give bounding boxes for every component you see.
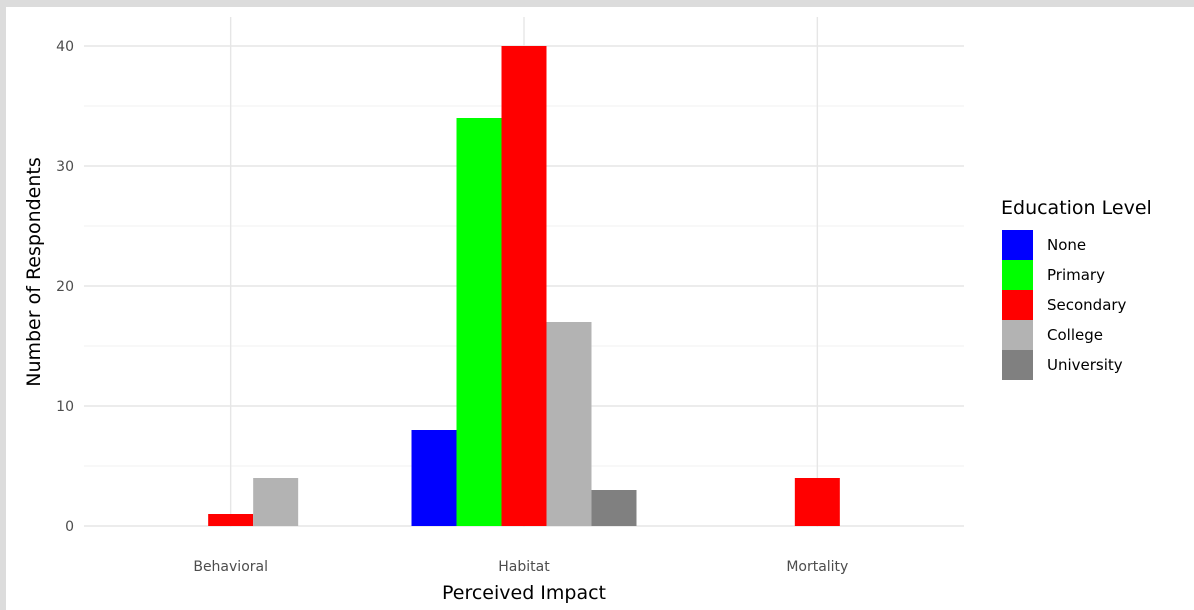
legend-label-college: College bbox=[1047, 326, 1103, 344]
bar-secondary-habitat bbox=[501, 46, 547, 526]
chart-frame: 0 10 20 30 40 Behavioral Habitat Mortality Per… bbox=[6, 7, 1194, 610]
bar-chart: 0 10 20 30 40 Behavioral Habitat Mortality Per… bbox=[23, 17, 1152, 604]
legend-key-university bbox=[1002, 350, 1033, 380]
legend-label-none: None bbox=[1047, 236, 1086, 254]
legend-label-secondary: Secondary bbox=[1047, 296, 1127, 314]
y-tick-label: 30 bbox=[56, 159, 74, 175]
legend-label-primary: Primary bbox=[1047, 266, 1105, 284]
legend-key-primary bbox=[1002, 260, 1033, 290]
legend: Education Level None Primary Secondary Coll… bbox=[1001, 197, 1152, 380]
bar-secondary-mortality bbox=[794, 478, 840, 526]
y-axis-tick-labels: 0 10 20 30 40 bbox=[56, 39, 74, 535]
bar-college-behavioral bbox=[253, 478, 299, 526]
x-tick-label: Behavioral bbox=[193, 559, 268, 575]
bar-none-habitat bbox=[411, 430, 457, 526]
legend-label-university: University bbox=[1047, 356, 1123, 374]
legend-title: Education Level bbox=[1001, 197, 1152, 219]
bar-secondary-behavioral bbox=[208, 514, 254, 526]
x-tick-label: Mortality bbox=[786, 559, 848, 575]
y-tick-label: 40 bbox=[56, 39, 74, 55]
y-tick-label: 10 bbox=[56, 399, 74, 415]
x-tick-label: Habitat bbox=[498, 559, 550, 575]
bar-university-habitat bbox=[591, 490, 637, 526]
x-axis-tick-labels: Behavioral Habitat Mortality bbox=[193, 559, 848, 575]
bars bbox=[208, 46, 840, 526]
legend-key-none bbox=[1002, 230, 1033, 260]
legend-key-college bbox=[1002, 320, 1033, 350]
legend-items: None Primary Secondary College University bbox=[1002, 230, 1127, 380]
legend-key-secondary bbox=[1002, 290, 1033, 320]
x-axis-title: Perceived Impact bbox=[442, 582, 606, 604]
y-tick-label: 20 bbox=[56, 279, 74, 295]
bar-primary-habitat bbox=[456, 118, 502, 526]
y-axis-title: Number of Respondents bbox=[23, 157, 45, 387]
bar-college-habitat bbox=[546, 322, 592, 526]
y-tick-label: 0 bbox=[65, 519, 74, 535]
